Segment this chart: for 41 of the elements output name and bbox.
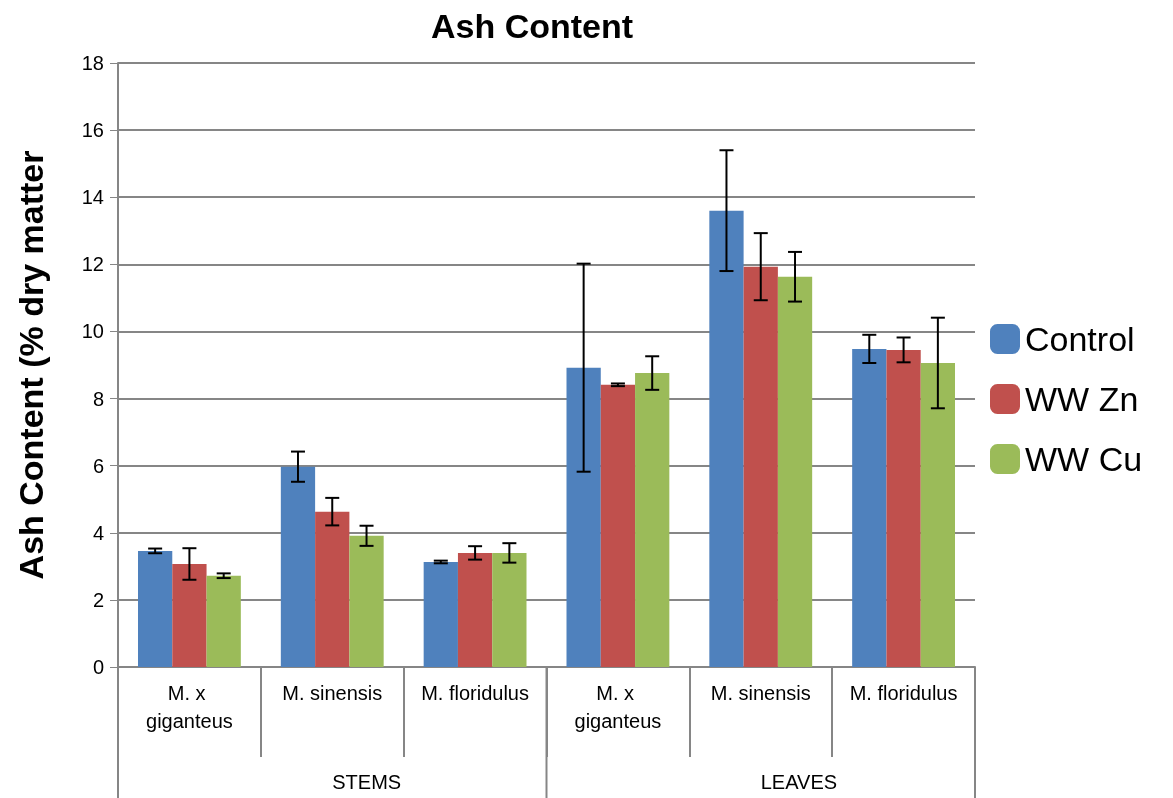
y-tick-label: 6 — [92, 454, 104, 477]
bar — [566, 367, 601, 667]
chart-title: Ash Content — [430, 7, 634, 45]
x-tick-label: M. floridulus — [421, 682, 529, 704]
bar — [852, 348, 887, 667]
x-tick-label: M. floridulus — [849, 682, 958, 704]
y-tick-label: 12 — [81, 253, 104, 276]
bar — [172, 563, 207, 667]
x-tick-label: M. sinensis — [282, 682, 383, 704]
x-tick-label: M. x giganteus — [146, 682, 233, 732]
bar — [920, 362, 955, 667]
bar — [457, 552, 493, 667]
y-tick-label: 16 — [81, 119, 104, 142]
text: STEMS — [332, 771, 402, 793]
y-tick-label: 14 — [81, 186, 104, 209]
y-tick-label: 0 — [92, 656, 104, 678]
bar — [886, 349, 921, 667]
bar — [743, 266, 778, 667]
x-tick-label: M. sinensis — [710, 682, 811, 704]
bar — [138, 550, 173, 667]
bar — [423, 561, 458, 667]
legend-label: Control — [1025, 320, 1135, 358]
bar — [709, 210, 744, 667]
y-tick-label: 4 — [92, 521, 104, 544]
bar — [206, 575, 241, 667]
bar — [280, 466, 316, 667]
y-axis-title: Ash Content (% dry matter — [12, 150, 50, 580]
y-tick-label: 2 — [92, 588, 104, 611]
bar — [315, 511, 350, 667]
legend-label: WW Cu — [1025, 440, 1143, 478]
bar — [492, 552, 527, 667]
legend-label: WW Zn — [1025, 380, 1139, 418]
bar — [777, 276, 813, 667]
y-tick-label: 10 — [81, 320, 104, 343]
y-tick-label: 18 — [81, 52, 104, 74]
bar — [635, 373, 670, 667]
y-tick-label: 8 — [92, 387, 104, 410]
bar — [600, 384, 636, 667]
x-tick-label: M. x giganteus — [574, 682, 662, 732]
bar — [349, 535, 384, 667]
text: LEAVES — [760, 771, 838, 793]
